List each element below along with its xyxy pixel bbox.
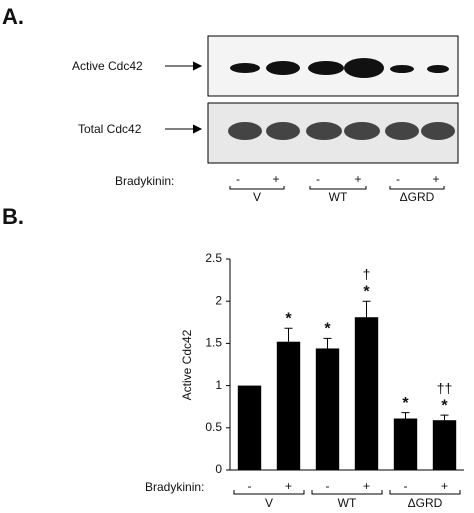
error-bar [323,337,332,349]
bands-total [228,122,455,140]
group-bracket [311,490,383,495]
y-tick-label: 2 [215,293,222,307]
y-tick-label: 2.5 [205,251,222,265]
x-tick-label: - [248,479,252,493]
y-tick-label: 1.5 [205,336,222,350]
lane-label: + [354,172,361,186]
significance: * [402,395,409,412]
error-bar [284,327,293,342]
significance: †† [437,380,453,396]
x-tick-label: - [326,479,330,493]
arrows [165,61,203,134]
lane-label: + [432,172,439,186]
bar [393,418,418,470]
error-bar [362,300,371,318]
y-tick-label: 1 [215,378,222,392]
x-tick-label: - [404,479,408,493]
error-bar [401,412,410,419]
x-tick-label: + [285,479,292,493]
significance: † [363,266,371,282]
group-label: WT [329,190,348,204]
group-label: V [265,496,273,510]
x-tick-label: + [363,479,370,493]
bar [432,420,457,470]
group-label: WT [338,496,357,510]
bar [354,317,379,470]
significance: * [363,283,370,300]
group-bracket [389,490,461,495]
significance: * [324,321,331,338]
group-bracket [233,490,305,495]
group-bracket [309,186,367,190]
row-label: Active Cdc42 [72,59,143,73]
treatment-label: Bradykinin: [115,174,174,188]
lane-label: + [272,172,279,186]
bar [276,341,301,470]
bar [237,385,262,470]
error-bar [440,414,449,421]
group-label: ΔGRD [408,496,443,510]
group-bracket [229,186,285,190]
lane-label: - [396,172,400,186]
group-label: ΔGRD [400,190,435,204]
y-tick-label: 0 [215,462,222,476]
y-tick-label: 0.5 [205,420,222,434]
panel-label: B. [2,204,24,229]
significance: * [285,310,292,327]
treatment-label: Bradykinin: [145,480,204,494]
bar [315,348,340,470]
lane-label: - [236,172,240,186]
row-label: Total Cdc42 [78,122,142,136]
significance: * [441,397,448,414]
group-bracket [389,186,445,190]
group-label: V [253,190,261,204]
bands-active [230,58,449,78]
y-axis-label: Active Cdc42 [180,329,194,400]
x-tick-label: + [441,479,448,493]
lane-label: - [316,172,320,186]
panel-label: A. [2,4,24,29]
